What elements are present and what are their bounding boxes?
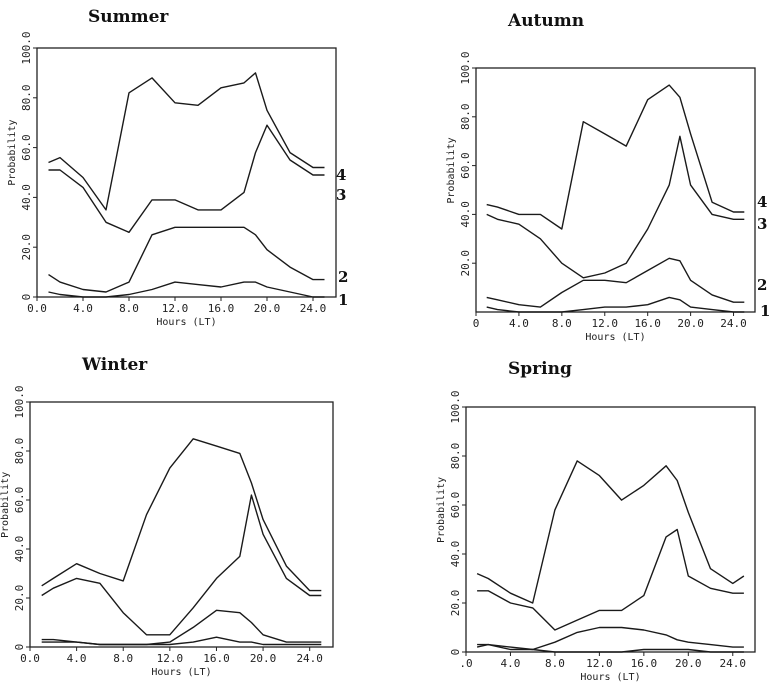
summer-x-tick-label: 16.0 xyxy=(208,302,235,315)
autumn-y-tick-label: 20.0 xyxy=(459,250,472,277)
winter-x-tick-label: 12.0 xyxy=(157,652,184,665)
winter-series-3-line xyxy=(41,494,322,636)
summer-x-tick-label: 4.0 xyxy=(73,302,93,315)
winter-x-axis-label: Hours (LT) xyxy=(151,667,211,678)
summer-y-tick-label: 20.0 xyxy=(20,234,33,261)
summer-x-tick-label: 8.0 xyxy=(119,302,139,315)
spring-x-tick-label: 12.0 xyxy=(586,657,613,670)
winter-x-tick-label: 0.0 xyxy=(20,652,40,665)
winter-series-2-line xyxy=(41,609,322,646)
spring-y-tick-label: 20.0 xyxy=(449,590,462,617)
autumn-y-tick-label: 80.0 xyxy=(459,104,472,131)
spring-y-tick-label: 0 xyxy=(449,649,462,656)
winter-y-tick-label: 0 xyxy=(13,644,26,651)
winter-plot-frame xyxy=(29,401,334,648)
summer-plot: 0.0 4.0 8.0 12.0 16.0 20.0 24.0 0 20.0 40.0 60.0 80… xyxy=(7,31,337,328)
summer-label-3: 3 xyxy=(336,186,346,204)
summer-label-2: 2 xyxy=(338,268,348,286)
autumn-x-axis-label: Hours (LT) xyxy=(585,332,645,343)
winter-x-tick-label: 24.0 xyxy=(296,652,323,665)
summer-x-axis-label: Hours (LT) xyxy=(156,317,216,328)
autumn-label-4: 4 xyxy=(757,193,767,211)
winter-title: Winter xyxy=(81,355,148,375)
autumn-label-2: 2 xyxy=(757,276,767,294)
spring-plot: .0 4.0 8.0 12.0 16.0 20.0 24.0 0 20.0 40.0 60.0 80.… xyxy=(436,390,756,683)
summer-x-tick-label: 0.0 xyxy=(27,302,47,315)
winter-panel: Winter 0.0 4.0 8.0 12.0 16.0 20.0 24.0 0 20.0 40.… xyxy=(0,355,334,678)
spring-y-tick-label: 80.0 xyxy=(449,443,462,470)
spring-y-tick-label: 100.0 xyxy=(449,390,462,423)
summer-x-tick-label: 12.0 xyxy=(162,302,189,315)
spring-series-2-line xyxy=(477,626,744,651)
summer-plot-frame xyxy=(36,47,337,298)
summer-label-4: 4 xyxy=(336,166,346,184)
autumn-series-1-line xyxy=(486,296,745,313)
spring-x-tick-label: 4.0 xyxy=(501,657,521,670)
summer-y-axis-label: Probability xyxy=(7,119,18,185)
spring-x-tick-label: 8.0 xyxy=(545,657,565,670)
autumn-label-1: 1 xyxy=(760,302,770,320)
spring-x-tick-label: 20.0 xyxy=(675,657,702,670)
spring-title: Spring xyxy=(508,359,572,379)
autumn-y-tick-label: 40.0 xyxy=(459,201,472,228)
summer-y-tick-label: 40.0 xyxy=(20,184,33,211)
spring-series-3-line xyxy=(477,528,744,631)
autumn-panel: Autumn 0 4.0 8.0 12.0 16.0 20.0 24.0 20.0 40.0 60… xyxy=(446,11,770,343)
winter-y-tick-label: 60.0 xyxy=(13,487,26,514)
winter-y-tick-label: 40.0 xyxy=(13,536,26,563)
spring-y-tick-label: 60.0 xyxy=(449,492,462,519)
spring-x-tick-label: 24.0 xyxy=(720,657,747,670)
winter-x-tick-label: 16.0 xyxy=(203,652,230,665)
spring-y-axis-label: Probability xyxy=(436,477,447,543)
spring-plot-frame xyxy=(465,406,756,653)
spring-x-tick-label: 16.0 xyxy=(631,657,658,670)
autumn-plot-frame xyxy=(475,67,756,313)
summer-x-tick-label: 20.0 xyxy=(254,302,281,315)
summer-y-tick-label: 100.0 xyxy=(20,31,33,64)
winter-x-tick-label: 4.0 xyxy=(67,652,87,665)
autumn-y-axis-label: Probability xyxy=(446,137,457,203)
autumn-y-tick-label: 60.0 xyxy=(459,152,472,179)
summer-series-1-line xyxy=(48,281,325,298)
winter-y-tick-label: 80.0 xyxy=(13,438,26,465)
winter-plot: 0.0 4.0 8.0 12.0 16.0 20.0 24.0 0 20.0 40.0 60.0 80… xyxy=(0,385,334,678)
autumn-x-tick-label: 4.0 xyxy=(509,317,529,330)
spring-x-axis-label: Hours (LT) xyxy=(580,672,640,683)
autumn-series-2-line xyxy=(486,257,745,308)
winter-y-axis-label: Probability xyxy=(0,472,11,538)
autumn-x-tick-label: 24.0 xyxy=(720,317,747,330)
autumn-series-3-line xyxy=(486,135,745,279)
summer-series-4-line xyxy=(48,72,325,211)
autumn-x-tick-label: 16.0 xyxy=(634,317,661,330)
winter-series-4-line xyxy=(41,438,322,592)
winter-y-tick-label: 20.0 xyxy=(13,585,26,612)
autumn-x-tick-label: 8.0 xyxy=(552,317,572,330)
autumn-title: Autumn xyxy=(507,11,584,31)
summer-series-3-line xyxy=(48,124,325,234)
summer-x-tick-label: 24.0 xyxy=(300,302,327,315)
summer-series-2-line xyxy=(48,226,325,293)
spring-x-tick-label: .0 xyxy=(459,657,472,670)
winter-x-tick-label: 20.0 xyxy=(250,652,277,665)
autumn-x-tick-label: 0 xyxy=(473,317,480,330)
autumn-label-3: 3 xyxy=(757,215,767,233)
summer-title: Summer xyxy=(88,7,169,27)
autumn-series-4-line xyxy=(486,84,745,230)
autumn-y-tick-label: 100.0 xyxy=(459,51,472,84)
spring-panel: Spring .0 4.0 8.0 12.0 16.0 20.0 24.0 0 20.0 40.0… xyxy=(436,359,756,683)
summer-panel: Summer 0.0 4.0 8.0 12.0 16.0 20.0 24.0 0 20.0 40.… xyxy=(7,7,348,328)
summer-y-tick-label: 60.0 xyxy=(20,134,33,161)
spring-y-tick-label: 40.0 xyxy=(449,541,462,568)
winter-x-tick-label: 8.0 xyxy=(113,652,133,665)
autumn-x-tick-label: 20.0 xyxy=(677,317,704,330)
autumn-plot: 0 4.0 8.0 12.0 16.0 20.0 24.0 20.0 40.0 60.0 80.0 1… xyxy=(446,51,756,343)
spring-series-4-line xyxy=(476,460,745,604)
spring-series-1-line xyxy=(476,643,744,653)
autumn-x-tick-label: 12.0 xyxy=(592,317,619,330)
summer-label-1: 1 xyxy=(338,291,348,309)
winter-y-tick-label: 100.0 xyxy=(13,385,26,418)
summer-y-tick-label: 80.0 xyxy=(20,85,33,112)
summer-y-tick-label: 0 xyxy=(20,294,33,301)
